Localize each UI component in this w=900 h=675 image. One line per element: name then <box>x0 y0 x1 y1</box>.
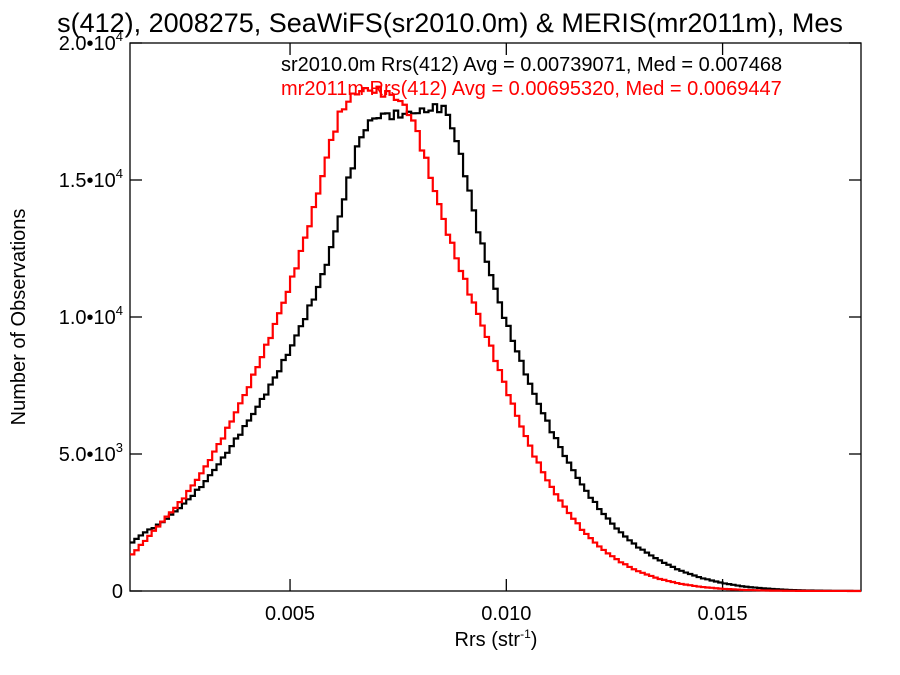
x-tick-label: 0.015 <box>698 603 748 625</box>
axis-ticks: 0.005 0.010 0.015 0 5.0•103 1.0•104 1.5•104 2.0… <box>59 29 861 625</box>
series-lines <box>130 85 861 593</box>
y-tick-label: 0 <box>112 581 123 603</box>
y-tick-label: 1.0•104 <box>59 303 123 329</box>
x-tick-label: 0.005 <box>265 603 315 625</box>
legend-entry-sr2010: sr2010.0m Rrs(412) Avg = 0.00739071, Med… <box>281 54 782 76</box>
x-axis-label: Rrs (str-1) <box>455 627 538 651</box>
series-line-mr2011 <box>130 85 861 593</box>
plot-frame <box>129 42 862 592</box>
y-tick-label: 5.0•103 <box>59 440 123 466</box>
y-tick-label: 1.5•104 <box>59 166 123 192</box>
y-axis-label: Number of Observations <box>8 209 30 426</box>
x-tick-label: 0.010 <box>481 603 531 625</box>
legend-entry-mr2011: mr2011m Rrs(412) Avg = 0.00695320, Med =… <box>281 78 782 100</box>
y-tick-label: 2.0•104 <box>59 29 123 55</box>
chart-title: s(412), 2008275, SeaWiFS(sr2010.0m) & ME… <box>57 8 843 38</box>
series-line-sr2010 <box>130 103 861 593</box>
